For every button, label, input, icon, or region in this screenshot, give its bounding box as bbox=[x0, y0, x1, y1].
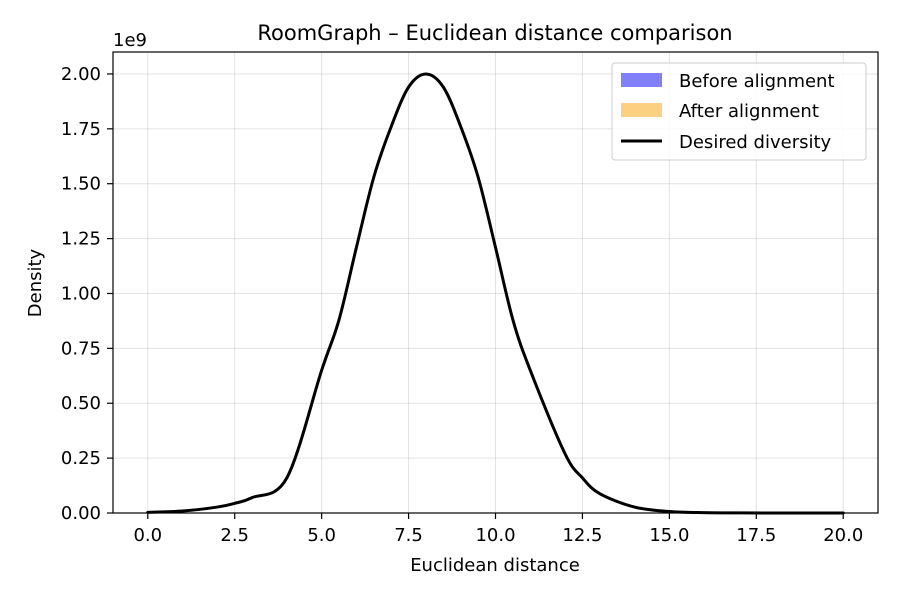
y-axis: 0.00 0.25 0.50 0.75 1.00 1.25 1.50 1.75 2.00 bbox=[61, 64, 113, 524]
x-tick-label: 15.0 bbox=[649, 525, 689, 546]
legend-label-desired: Desired diversity bbox=[679, 132, 832, 153]
x-tick-label: 5.0 bbox=[307, 525, 336, 546]
y-tick-label: 1.50 bbox=[61, 174, 101, 195]
y-axis-label: Density bbox=[25, 248, 46, 317]
legend: Before alignment After alignment Desired… bbox=[611, 62, 867, 161]
y-tick-label: 0.00 bbox=[61, 503, 101, 524]
y-tick-label: 0.75 bbox=[61, 338, 101, 359]
y-offset-label: 1e9 bbox=[113, 30, 147, 51]
y-tick-label: 1.00 bbox=[61, 283, 101, 304]
y-tick-label: 1.75 bbox=[61, 119, 101, 140]
x-tick-label: 10.0 bbox=[475, 525, 515, 546]
legend-label-before: Before alignment bbox=[679, 71, 835, 92]
x-tick-label: 17.5 bbox=[736, 525, 776, 546]
y-tick-label: 2.00 bbox=[61, 64, 101, 85]
legend-swatch-after bbox=[621, 103, 662, 117]
y-tick-label: 1.25 bbox=[61, 229, 101, 250]
x-axis: 0.0 2.5 5.0 7.5 10.0 12.5 15.0 17.5 20.0 bbox=[133, 513, 863, 546]
legend-swatch-before bbox=[621, 73, 662, 87]
y-tick-label: 0.25 bbox=[61, 448, 101, 469]
grid-layer bbox=[113, 52, 878, 514]
x-axis-label: Euclidean distance bbox=[410, 555, 580, 576]
series-line-desired-diversity bbox=[146, 72, 845, 515]
legend-frame bbox=[611, 62, 867, 161]
x-tick-label: 7.5 bbox=[394, 525, 423, 546]
chart-title: RoomGraph – Euclidean distance compariso… bbox=[257, 21, 732, 45]
y-tick-label: 0.50 bbox=[61, 393, 101, 414]
series-layer bbox=[146, 72, 845, 515]
legend-label-after: After alignment bbox=[679, 101, 819, 122]
x-tick-label: 12.5 bbox=[562, 525, 602, 546]
x-tick-label: 2.5 bbox=[220, 525, 249, 546]
x-tick-label: 20.0 bbox=[823, 525, 863, 546]
x-tick-label: 0.0 bbox=[133, 525, 162, 546]
